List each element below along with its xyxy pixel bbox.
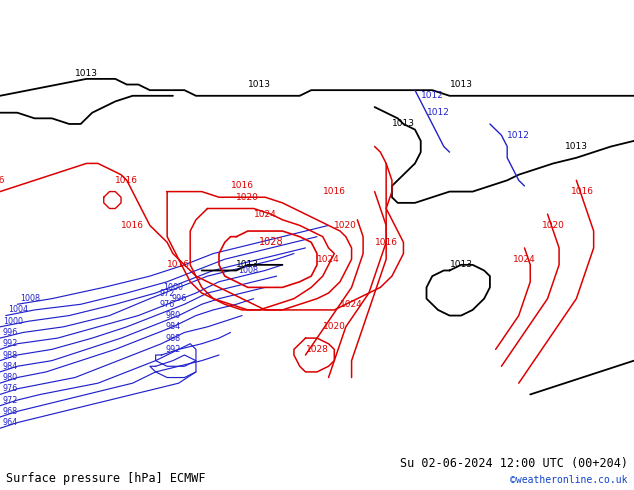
Text: 1016: 1016 bbox=[115, 176, 138, 185]
Text: 1012: 1012 bbox=[427, 108, 450, 117]
Text: 988: 988 bbox=[3, 350, 18, 360]
Text: 996: 996 bbox=[171, 294, 186, 303]
Text: Surface pressure [hPa] ECMWF: Surface pressure [hPa] ECMWF bbox=[6, 472, 206, 485]
Text: 1012: 1012 bbox=[421, 91, 444, 100]
Text: 1008: 1008 bbox=[238, 266, 258, 275]
Text: 992: 992 bbox=[3, 339, 18, 348]
Text: 1020: 1020 bbox=[323, 322, 346, 331]
Text: 992: 992 bbox=[165, 345, 181, 354]
Text: 1000: 1000 bbox=[3, 317, 23, 326]
Text: ©weatheronline.co.uk: ©weatheronline.co.uk bbox=[510, 475, 628, 485]
Text: 1016: 1016 bbox=[121, 221, 144, 230]
Text: 1016: 1016 bbox=[375, 238, 398, 247]
Text: 16: 16 bbox=[0, 176, 6, 185]
Text: 1024: 1024 bbox=[340, 300, 363, 309]
Text: 1013: 1013 bbox=[248, 80, 271, 89]
Text: 1028: 1028 bbox=[259, 237, 283, 247]
Text: 1000: 1000 bbox=[163, 283, 183, 292]
Text: 1004: 1004 bbox=[9, 305, 29, 315]
Text: 976: 976 bbox=[160, 300, 175, 309]
Text: 968: 968 bbox=[3, 407, 18, 416]
Text: 1013: 1013 bbox=[392, 120, 415, 128]
Text: 1024: 1024 bbox=[254, 210, 276, 219]
Text: 964: 964 bbox=[3, 418, 18, 427]
Text: 1024: 1024 bbox=[513, 255, 536, 264]
Text: 980: 980 bbox=[3, 373, 18, 382]
Text: 1016: 1016 bbox=[323, 187, 346, 196]
Text: 1013: 1013 bbox=[75, 69, 98, 78]
Text: 988: 988 bbox=[165, 334, 181, 343]
Text: 1024: 1024 bbox=[317, 255, 340, 264]
Text: 984: 984 bbox=[3, 362, 18, 371]
Text: 1016: 1016 bbox=[571, 187, 593, 196]
Text: 1020: 1020 bbox=[236, 193, 259, 202]
Text: 1016: 1016 bbox=[167, 260, 190, 270]
Text: 984: 984 bbox=[165, 322, 181, 331]
Text: 1028: 1028 bbox=[306, 345, 328, 354]
Text: 996: 996 bbox=[3, 328, 18, 337]
Text: 1020: 1020 bbox=[334, 221, 357, 230]
Text: 972: 972 bbox=[160, 289, 175, 297]
Text: 972: 972 bbox=[3, 395, 18, 405]
Text: 1020: 1020 bbox=[542, 221, 565, 230]
Text: 976: 976 bbox=[3, 384, 18, 393]
Text: 980: 980 bbox=[165, 311, 181, 320]
Text: 1013: 1013 bbox=[565, 142, 588, 151]
Text: 1016: 1016 bbox=[231, 181, 254, 191]
Text: 1008: 1008 bbox=[20, 294, 40, 303]
Text: 1013: 1013 bbox=[450, 80, 472, 89]
Text: 1012: 1012 bbox=[507, 131, 530, 140]
Text: 1013: 1013 bbox=[236, 260, 259, 270]
Text: Su 02-06-2024 12:00 UTC (00+204): Su 02-06-2024 12:00 UTC (00+204) bbox=[399, 457, 628, 470]
Text: 1013: 1013 bbox=[450, 260, 472, 270]
